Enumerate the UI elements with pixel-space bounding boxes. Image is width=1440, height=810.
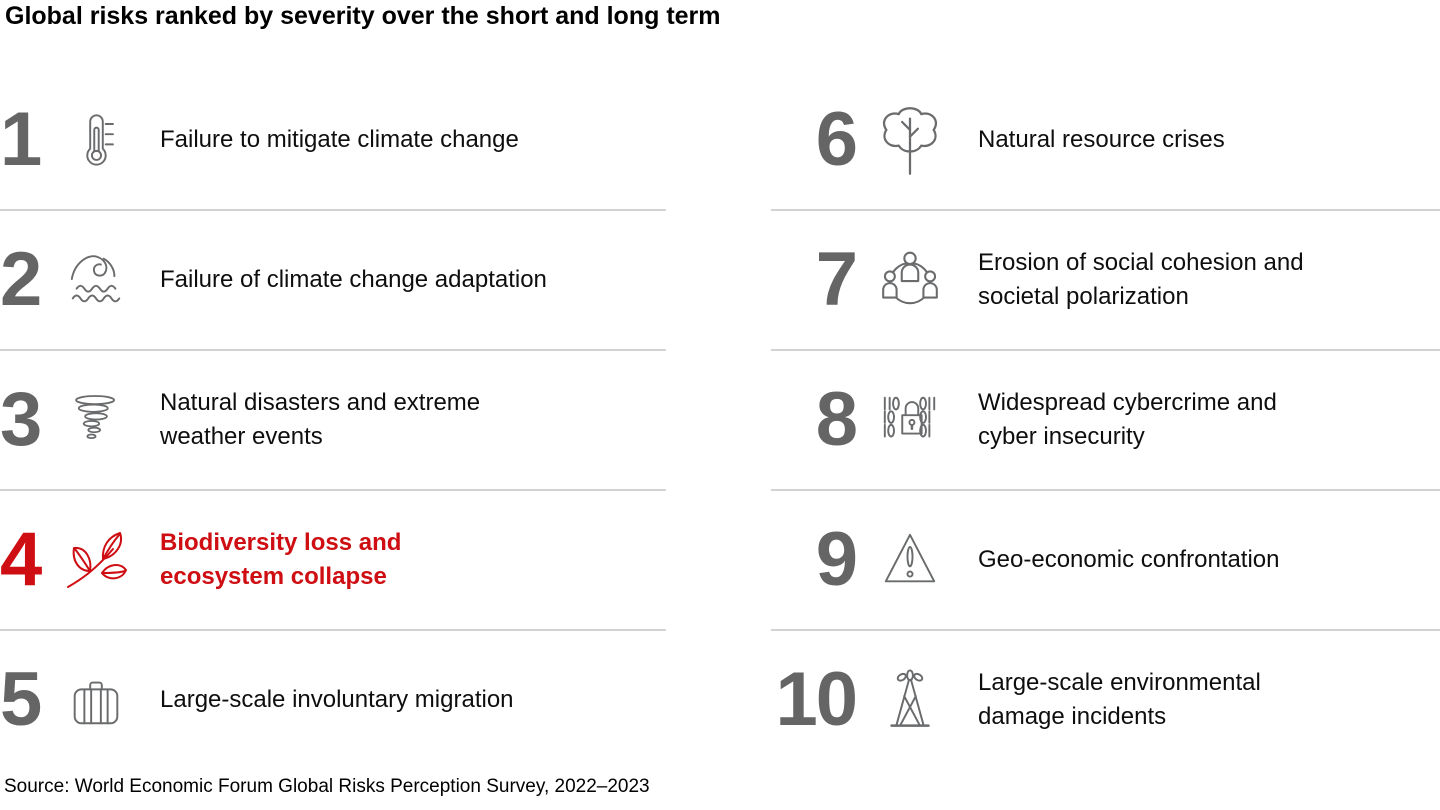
- rank-number: 7: [815, 237, 858, 322]
- risk-list-right: 6 Natural resource crises 7: [771, 71, 1440, 769]
- rank-number: 4: [0, 517, 42, 602]
- rank-number: 2: [0, 237, 42, 322]
- risk-row-8: 8 Widespread cybercrime and cyber insecu…: [771, 351, 1440, 491]
- risk-row-5: 5 Large-scale involuntary migration: [0, 631, 666, 769]
- risk-row-4: 4 Biodiversity loss and ecosystem collap…: [0, 491, 666, 631]
- source-note: Source: World Economic Forum Global Risk…: [4, 776, 650, 797]
- thermometer-icon: [60, 109, 132, 171]
- tree-icon: [874, 102, 946, 178]
- tornado-icon: [60, 391, 132, 449]
- risk-list-left: 1 Failure to mitigate climate change 2: [0, 71, 666, 769]
- rank-number: 6: [815, 97, 858, 182]
- rank-number: 3: [0, 377, 42, 462]
- risk-row-10: 10 Large-scale environmental damage inci…: [771, 631, 1440, 769]
- leaves-icon: [60, 528, 132, 592]
- suitcase-icon: [60, 669, 132, 731]
- risk-label: Failure of climate change adaptation: [160, 266, 547, 293]
- rank-number: 5: [0, 657, 42, 742]
- risk-label: Natural disasters and extreme weather ev…: [160, 389, 481, 450]
- rank-number: 9: [815, 517, 858, 602]
- page-title: Global risks ranked by severity over the…: [5, 2, 721, 30]
- risk-label: Natural resource crises: [978, 126, 1225, 153]
- risk-label: Erosion of social cohesion and societal …: [978, 249, 1304, 310]
- risk-label: Failure to mitigate climate change: [160, 126, 519, 153]
- padlock-binary-icon: [874, 389, 946, 451]
- rank-number: 1: [0, 97, 42, 182]
- risk-row-1: 1 Failure to mitigate climate change: [0, 71, 666, 211]
- risk-row-6: 6 Natural resource crises: [771, 71, 1440, 211]
- risk-row-7: 7 Erosion of social cohesion and societa…: [771, 211, 1440, 351]
- risk-label: Large-scale environmental damage inciden…: [978, 669, 1261, 730]
- risk-ranking-grid: 1 Failure to mitigate climate change 2: [0, 71, 1440, 769]
- rank-number: 8: [815, 377, 858, 462]
- warning-triangle-icon: [874, 529, 946, 591]
- risk-label: Large-scale involuntary migration: [160, 686, 514, 713]
- risk-row-9: 9 Geo-economic confrontation: [771, 491, 1440, 631]
- wave-icon: [60, 249, 132, 311]
- risk-row-2: 2 Failure of climate change adaptation: [0, 211, 666, 351]
- risk-label: Geo-economic confrontation: [978, 546, 1280, 573]
- people-circle-icon: [874, 247, 946, 313]
- risk-label: Widespread cybercrime and cyber insecuri…: [978, 389, 1277, 450]
- rank-number: 10: [775, 657, 858, 742]
- risk-label: Biodiversity loss and ecosystem collapse: [160, 529, 402, 590]
- risk-row-3: 3 Natural disasters and extreme weather …: [0, 351, 666, 491]
- derrick-icon: [874, 669, 946, 731]
